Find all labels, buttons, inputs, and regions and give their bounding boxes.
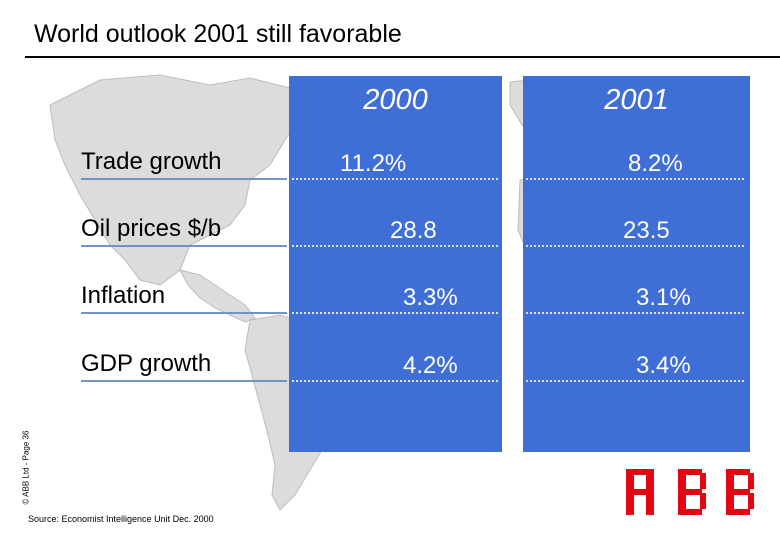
value-rule-inflation-2000 — [292, 312, 498, 314]
value-rule-trade-growth-2000 — [292, 178, 498, 180]
north-america-shape — [49, 74, 306, 286]
cell-inflation-2001: 3.1% — [636, 284, 691, 311]
title-underline — [25, 56, 780, 58]
column-header-2001: 2001 — [604, 84, 669, 116]
value-rule-trade-growth-2001 — [526, 178, 744, 180]
cell-oil-prices-2001: 23.5 — [623, 217, 670, 244]
cell-oil-prices-2000: 28.8 — [390, 217, 437, 244]
cell-gdp-growth-2000: 4.2% — [403, 352, 458, 379]
abb-logo — [626, 469, 754, 515]
value-rule-gdp-growth-2000 — [292, 380, 498, 382]
row-rule-inflation — [81, 312, 287, 314]
value-rule-gdp-growth-2001 — [526, 380, 744, 382]
column-band-2001 — [523, 76, 750, 452]
row-label-trade-growth: Trade growth — [81, 148, 222, 175]
cell-gdp-growth-2001: 3.4% — [636, 352, 691, 379]
value-rule-oil-prices-2001 — [526, 245, 744, 247]
column-header-2000: 2000 — [363, 84, 428, 116]
slide-title: World outlook 2001 still favorable — [34, 20, 402, 48]
logo-glyphs — [626, 469, 754, 515]
source-note: Source: Economist Intelligence Unit Dec.… — [28, 514, 214, 524]
row-label-gdp-growth: GDP growth — [81, 350, 212, 377]
page-copyright-note: © ABB Ltd - Page 36 — [21, 430, 31, 505]
row-rule-trade-growth — [81, 178, 287, 180]
row-label-oil-prices: Oil prices $/b — [81, 215, 222, 242]
cell-inflation-2000: 3.3% — [403, 284, 458, 311]
column-band-2000 — [289, 76, 502, 452]
cell-trade-growth-2000: 11.2% — [340, 150, 407, 177]
row-rule-gdp-growth — [81, 380, 287, 382]
row-label-inflation: Inflation — [81, 282, 166, 309]
value-rule-oil-prices-2000 — [292, 245, 498, 247]
value-rule-inflation-2001 — [526, 312, 744, 314]
row-rule-oil-prices — [81, 245, 287, 247]
cell-trade-growth-2001: 8.2% — [628, 150, 683, 177]
central-america-shape — [179, 269, 256, 323]
